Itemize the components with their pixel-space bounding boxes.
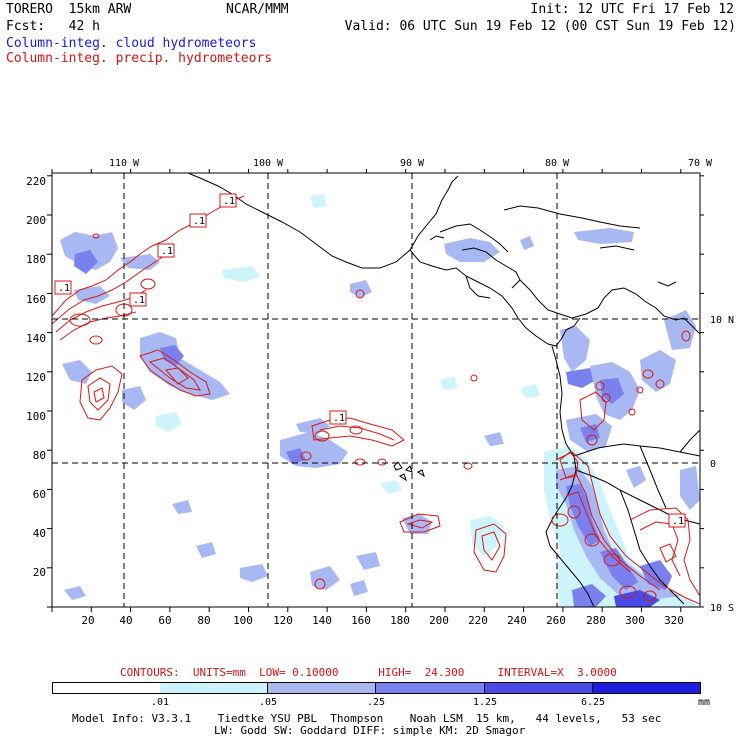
x-tick-label: 220 (468, 614, 488, 627)
org-label: NCAR/MMM (226, 2, 289, 17)
plot-frame (51, 172, 701, 608)
x-tick-label: 180 (390, 614, 410, 627)
svg-text:.1: .1 (58, 283, 70, 294)
x-tick-label: 260 (546, 614, 566, 627)
x-tick-label: 300 (625, 614, 645, 627)
svg-text:.1: .1 (223, 196, 235, 207)
x-tick-label: 100 (233, 614, 253, 627)
y-tick-label: 160 (26, 293, 46, 306)
y-tick-label: 140 (26, 332, 46, 345)
lat-label: 0 (710, 459, 716, 470)
contour-label-box: .1 (129, 292, 147, 307)
lat-label: 10 S (710, 603, 734, 614)
valid-time: Valid: 06 UTC Sun 19 Feb 12 (00 CST Sun … (344, 19, 736, 34)
svg-text:.1: .1 (672, 516, 684, 527)
y-tick-label: 60 (33, 488, 46, 501)
contour-label-box: .1 (219, 193, 237, 208)
svg-text:.1: .1 (133, 295, 145, 306)
lon-label: 100 W (253, 158, 284, 169)
colorbar-bin (485, 682, 593, 694)
left-y-labels: 220 200 180 160 140 120 100 80 60 40 20 (26, 175, 46, 579)
x-tick-label: 120 (273, 614, 293, 627)
y-tick-label: 20 (33, 566, 46, 579)
x-tick-label: 240 (507, 614, 527, 627)
colorbar-tick: 6.25 (580, 697, 606, 708)
x-tick-label: 140 (312, 614, 332, 627)
lon-label: 90 W (400, 158, 425, 169)
map-plot-area (52, 173, 700, 607)
contour-label-box: .1 (668, 513, 686, 528)
axis-ticks (47, 169, 704, 612)
lon-label: 80 W (545, 158, 570, 169)
y-tick-label: 120 (26, 371, 46, 384)
y-tick-label: 80 (33, 449, 46, 462)
bottom-x-labels: 20 40 60 80 100 120 140 160 180 200 220 … (81, 614, 684, 627)
colorbar-tick: .25 (366, 697, 386, 708)
coastlines (187, 173, 700, 607)
svg-text:.1: .1 (161, 246, 173, 257)
legend-cloud-hydrometeors: Column-integ. cloud hydrometeors (6, 36, 257, 51)
x-tick-label: 40 (119, 614, 132, 627)
lon-label: 70 W (688, 158, 713, 169)
contour-label-box: .1 (189, 213, 207, 228)
lat-lon-grid (52, 173, 700, 607)
x-tick-label: 320 (664, 614, 684, 627)
lon-label: 110 W (109, 158, 140, 169)
colorbar-unit: mm (697, 697, 711, 708)
contour-label-box: .1 (329, 410, 347, 425)
x-tick-label: 20 (81, 614, 94, 627)
svg-text:.1: .1 (333, 413, 345, 424)
precip-contours (52, 195, 700, 605)
y-tick-label: 40 (33, 527, 46, 540)
colorbar-tick: .05 (258, 697, 278, 708)
colorbar-bin (268, 682, 376, 694)
x-tick-label: 80 (197, 614, 210, 627)
contour-info: CONTOURS: UNITS=mm LOW= 0.10000 HIGH= 24… (120, 666, 617, 679)
contour-label-box: .1 (54, 280, 72, 295)
contour-value-labels: .1 .1 .1 .1 .1 .1 .1 (54, 193, 686, 528)
x-tick-label: 60 (158, 614, 171, 627)
y-tick-label: 100 (26, 410, 46, 423)
svg-text:.1: .1 (193, 216, 205, 227)
y-tick-label: 180 (26, 253, 46, 266)
model-info: Model Info: V3.3.1 Tiedtke YSU PBL Thomp… (72, 712, 662, 725)
top-lon-labels: 110 W 100 W 90 W 80 W 70 W (109, 158, 713, 169)
colorbar-bin (160, 682, 268, 694)
model-title: TORERO 15km ARW (6, 2, 132, 17)
contour-label-box: .1 (157, 243, 175, 258)
colorbar-bin (376, 682, 485, 694)
x-tick-label: 160 (351, 614, 371, 627)
init-time: Init: 12 UTC Fri 17 Feb 12 (530, 2, 735, 17)
y-tick-label: 200 (26, 214, 46, 227)
lat-label: 10 N (710, 315, 734, 326)
x-tick-label: 200 (429, 614, 449, 627)
right-lat-labels: 10 N 0 10 S (710, 315, 734, 614)
y-tick-label: 220 (26, 175, 46, 188)
colorbar-bin (593, 682, 701, 694)
forecast-hour: Fcst: 42 h (6, 19, 100, 34)
colorbar-tick: .01 (150, 697, 170, 708)
legend-precip-hydrometeors: Column-integ. precip. hydrometeors (6, 51, 273, 66)
model-physics: LW: Godd SW: Goddard DIFF: simple KM: 2D… (214, 724, 526, 737)
colorbar-bin (52, 682, 161, 694)
x-tick-label: 280 (586, 614, 606, 627)
colorbar-tick: 1.25 (472, 697, 498, 708)
